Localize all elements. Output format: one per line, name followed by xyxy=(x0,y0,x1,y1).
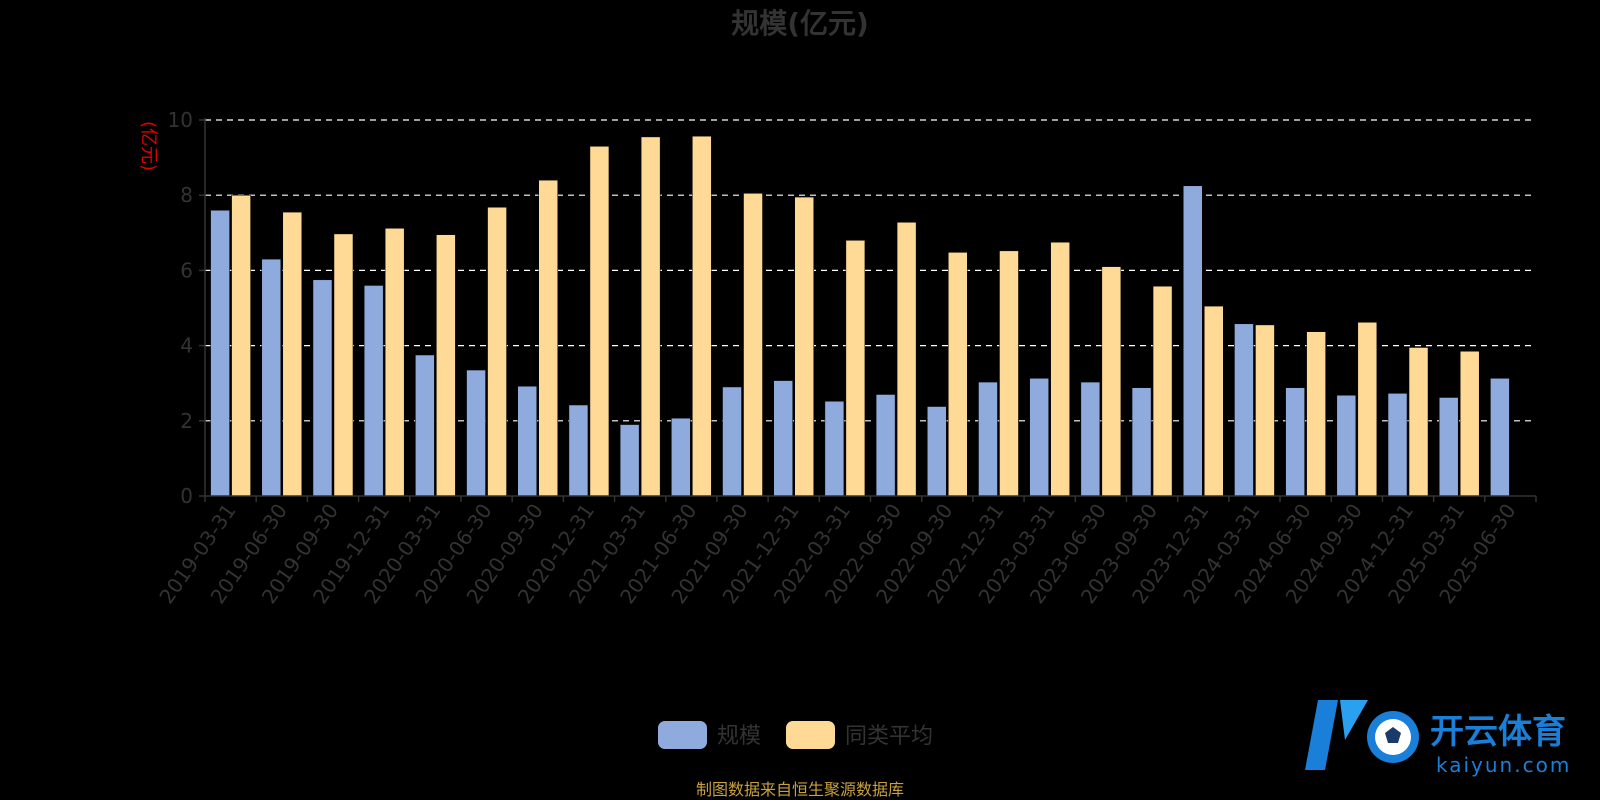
legend-item[interactable]: 同类平均 xyxy=(786,721,933,749)
bar-scale[interactable] xyxy=(1387,393,1408,497)
kaiyun-logo: 开云体育 kaiyun.com xyxy=(1305,700,1571,777)
bar-scale[interactable] xyxy=(1080,381,1101,497)
bar-scale[interactable] xyxy=(978,381,998,497)
bar-scale[interactable] xyxy=(671,417,691,497)
bar-scale[interactable] xyxy=(824,400,845,497)
bar-peer-avg[interactable] xyxy=(1204,305,1224,497)
bar-peer-avg[interactable] xyxy=(948,252,968,497)
bar-scale[interactable] xyxy=(619,424,640,497)
bar-scale[interactable] xyxy=(312,279,333,497)
bar-scale[interactable] xyxy=(363,285,384,497)
bars xyxy=(210,135,1510,497)
axes xyxy=(204,118,1536,497)
y-axis-label: (亿元) xyxy=(138,121,159,171)
y-tick-label: 6 xyxy=(180,258,193,282)
legend-label: 同类平均 xyxy=(845,724,933,749)
bar-scale[interactable] xyxy=(1438,397,1459,497)
bar-peer-avg[interactable] xyxy=(231,194,251,497)
bar-peer-avg[interactable] xyxy=(1459,350,1480,497)
x-axis-ticks: 2019-03-312019-06-302019-09-302019-12-31… xyxy=(154,496,1537,608)
chart-title: 规模(亿元) xyxy=(731,7,869,40)
bar-peer-avg[interactable] xyxy=(1255,324,1275,497)
bar-scale[interactable] xyxy=(1336,394,1357,497)
bar-scale[interactable] xyxy=(1490,378,1510,497)
y-tick-label: 2 xyxy=(180,409,193,433)
soccer-ball-icon xyxy=(1305,700,1419,770)
bar-scale[interactable] xyxy=(722,386,742,497)
bar-scale[interactable] xyxy=(517,385,537,497)
legend-swatch xyxy=(658,721,707,749)
logo-name: 开云体育 xyxy=(1430,712,1566,752)
bar-scale[interactable] xyxy=(210,209,230,497)
bar-peer-avg[interactable] xyxy=(538,179,558,497)
y-tick-label: 4 xyxy=(180,334,193,358)
bar-peer-avg[interactable] xyxy=(999,250,1019,497)
bar-peer-avg[interactable] xyxy=(743,193,763,497)
bar-scale[interactable] xyxy=(568,404,589,497)
bar-peer-avg[interactable] xyxy=(384,228,405,497)
bar-peer-avg[interactable] xyxy=(487,206,507,497)
bar-peer-avg[interactable] xyxy=(436,234,456,497)
bar-scale[interactable] xyxy=(1029,378,1049,497)
bar-scale[interactable] xyxy=(875,394,896,497)
y-tick-label: 0 xyxy=(180,484,193,508)
bar-scale[interactable] xyxy=(1234,323,1254,497)
bar-scale[interactable] xyxy=(1285,387,1305,497)
y-axis-ticks: 0 2 4 6 8 10 xyxy=(168,108,205,508)
bar-peer-avg[interactable] xyxy=(896,222,917,497)
bar-scale[interactable] xyxy=(773,380,793,497)
bar-peer-avg[interactable] xyxy=(1408,347,1429,497)
legend-swatch xyxy=(786,721,835,749)
legend[interactable]: 规模 同类平均 xyxy=(658,721,933,749)
y-tick-label: 8 xyxy=(180,183,193,207)
legend-label: 规模 xyxy=(717,724,761,749)
bar-peer-avg[interactable] xyxy=(845,240,866,497)
y-tick-label: 10 xyxy=(168,108,193,132)
legend-item[interactable]: 规模 xyxy=(658,721,761,749)
bar-peer-avg[interactable] xyxy=(1306,331,1326,497)
bar-peer-avg[interactable] xyxy=(1050,241,1070,497)
bar-scale[interactable] xyxy=(466,369,486,497)
bar-scale[interactable] xyxy=(1183,185,1203,497)
grid-lines xyxy=(205,119,1536,422)
bar-peer-avg[interactable] xyxy=(1101,266,1122,497)
bar-scale[interactable] xyxy=(927,406,947,497)
bar-peer-avg[interactable] xyxy=(1152,285,1173,497)
bar-scale[interactable] xyxy=(261,258,282,497)
logo-domain: kaiyun.com xyxy=(1436,753,1571,777)
bar-peer-avg[interactable] xyxy=(333,233,354,497)
bar-scale[interactable] xyxy=(415,354,435,497)
bar-peer-avg[interactable] xyxy=(794,196,814,497)
bar-peer-avg[interactable] xyxy=(640,136,661,497)
bar-peer-avg[interactable] xyxy=(692,135,712,497)
bar-peer-avg[interactable] xyxy=(589,146,610,497)
bar-peer-avg[interactable] xyxy=(282,211,303,497)
source-note: 制图数据来自恒生聚源数据库 xyxy=(696,780,904,799)
bar-scale[interactable] xyxy=(1131,387,1152,497)
bar-peer-avg[interactable] xyxy=(1357,322,1378,497)
